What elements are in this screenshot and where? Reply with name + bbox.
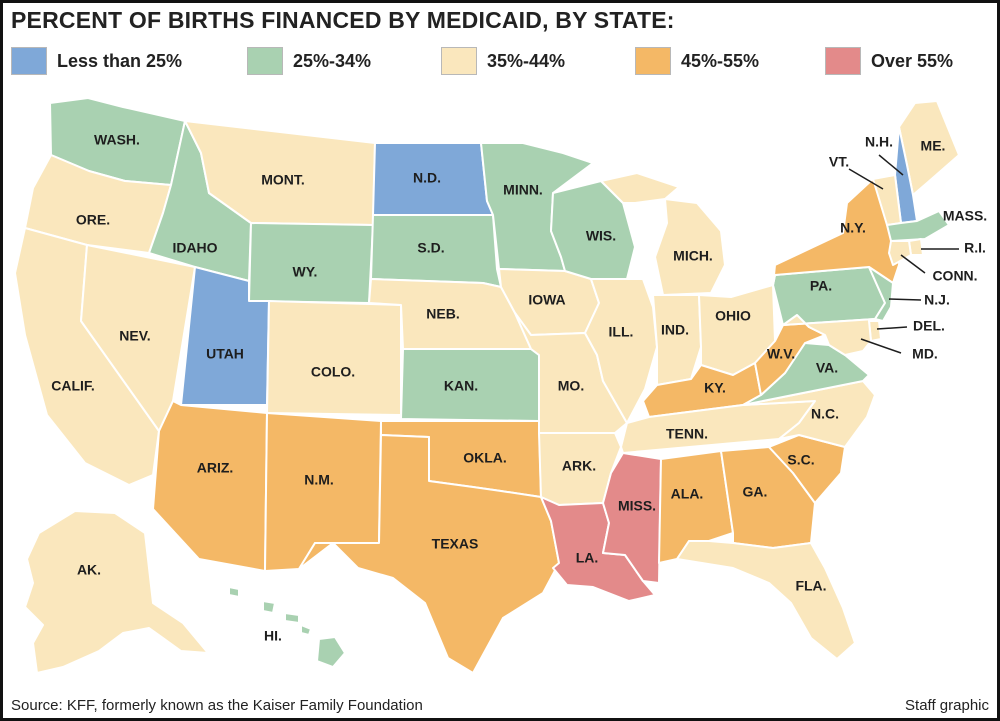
state-label-mich: MICH. xyxy=(673,248,713,264)
state-shape-hi-1 xyxy=(228,586,240,598)
legend-item-less-than-25: Less than 25% xyxy=(11,47,182,75)
legend-label-45-55: 45%-55% xyxy=(681,50,760,71)
leader-nh xyxy=(878,154,904,176)
us-state-map: WASH. ORE. CALIF. NEV. IDAHO MONT. WY. U… xyxy=(14,97,987,674)
state-label-ark: ARK. xyxy=(562,458,596,474)
state-shape-nj xyxy=(868,266,894,322)
state-label-colo: COLO. xyxy=(311,364,355,380)
state-label-md: MD. xyxy=(912,346,938,362)
state-label-nj: N.J. xyxy=(924,292,950,308)
state-label-iowa: IOWA xyxy=(528,292,565,308)
state-labels: WASH. ORE. CALIF. NEV. IDAHO MONT. WY. U… xyxy=(51,132,987,644)
state-label-ri: R.I. xyxy=(964,240,986,256)
state-label-ky: KY. xyxy=(704,380,726,396)
legend-label-over-55: Over 55% xyxy=(871,50,954,71)
state-shape-conn xyxy=(888,240,912,266)
leader-md xyxy=(860,338,902,354)
state-label-mont: MONT. xyxy=(261,172,305,188)
state-label-ill: ILL. xyxy=(609,324,634,340)
state-shape-pa xyxy=(772,266,886,326)
state-label-nc: N.C. xyxy=(811,406,839,422)
state-label-miss: MISS. xyxy=(618,498,656,514)
state-label-ariz: ARIZ. xyxy=(197,460,234,476)
state-label-idaho: IDAHO xyxy=(172,240,217,256)
legend-label-less-than-25: Less than 25% xyxy=(57,50,183,71)
state-shape-hi-3 xyxy=(284,612,300,624)
state-label-la: LA. xyxy=(576,550,599,566)
source-note: Source: KFF, formerly known as the Kaise… xyxy=(11,697,423,714)
legend-swatch-over-55 xyxy=(825,47,861,75)
leader-vt xyxy=(848,168,884,190)
state-label-pa: PA. xyxy=(810,278,832,294)
legend-swatch-25-34 xyxy=(247,47,283,75)
state-label-ohio: OHIO xyxy=(715,308,751,324)
state-label-calif: CALIF. xyxy=(51,378,95,394)
state-label-tenn: TENN. xyxy=(666,426,708,442)
state-shape-ind xyxy=(652,294,702,386)
legend-swatch-45-55 xyxy=(635,47,671,75)
state-label-okla: OKLA. xyxy=(463,450,507,466)
state-label-minn: MINN. xyxy=(503,182,543,198)
state-label-conn: CONN. xyxy=(932,268,977,284)
legend-item-25-34: 25%-34% xyxy=(247,47,371,75)
state-label-sc: S.C. xyxy=(787,452,814,468)
leader-del xyxy=(876,326,908,330)
state-label-sd: S.D. xyxy=(417,240,444,256)
state-label-nh: N.H. xyxy=(865,134,893,150)
state-label-vt: VT. xyxy=(829,154,849,170)
state-shape-fla xyxy=(676,540,856,660)
state-label-nev: NEV. xyxy=(119,328,150,344)
state-label-wv: W.V. xyxy=(767,346,795,362)
state-label-va: VA. xyxy=(816,360,838,376)
legend-swatch-less-than-25 xyxy=(11,47,47,75)
state-shape-texas xyxy=(298,434,560,674)
state-shape-ariz xyxy=(152,400,268,572)
leader-conn xyxy=(900,254,926,274)
state-label-ga: GA. xyxy=(743,484,768,500)
state-label-ala: ALA. xyxy=(671,486,704,502)
legend-swatch-35-44 xyxy=(441,47,477,75)
leader-lines xyxy=(848,154,959,354)
legend-item-45-55: 45%-55% xyxy=(635,47,759,75)
legend-item-over-55: Over 55% xyxy=(825,47,953,75)
state-label-me: ME. xyxy=(921,138,946,154)
state-label-neb: NEB. xyxy=(426,306,459,322)
staff-credit: Staff graphic xyxy=(905,697,989,714)
state-label-wy: WY. xyxy=(293,264,318,280)
state-label-mass: MASS. xyxy=(943,208,987,224)
legend-label-35-44: 35%-44% xyxy=(487,50,566,71)
state-label-utah: UTAH xyxy=(206,346,244,362)
state-shape-nc xyxy=(742,380,876,448)
state-shape-hi-2 xyxy=(262,600,276,614)
legend-label-25-34: 25%-34% xyxy=(293,50,372,71)
state-label-ny: N.Y. xyxy=(840,220,866,236)
state-label-mo: MO. xyxy=(558,378,584,394)
state-shape-colo xyxy=(266,300,402,416)
state-label-wis: WIS. xyxy=(586,228,616,244)
state-shape-hi-5 xyxy=(316,636,346,668)
state-label-kan: KAN. xyxy=(444,378,478,394)
state-shape-md xyxy=(782,314,876,356)
state-label-nd: N.D. xyxy=(413,170,441,186)
state-label-texas: TEXAS xyxy=(432,536,479,552)
state-label-ore: ORE. xyxy=(76,212,110,228)
state-label-nm: N.M. xyxy=(304,472,334,488)
state-label-fla: FLA. xyxy=(795,578,826,594)
state-shape-ak xyxy=(24,510,209,674)
state-label-ak: AK. xyxy=(77,562,101,578)
state-shape-hi-4 xyxy=(300,624,312,636)
legend: Less than 25% 25%-34% 35%-44% 45%-55% Ov… xyxy=(11,47,991,77)
state-shape-miss xyxy=(602,452,662,584)
state-label-wash: WASH. xyxy=(94,132,140,148)
state-label-hi: HI. xyxy=(264,628,282,644)
state-label-ind: IND. xyxy=(661,322,689,338)
state-label-del: DEL. xyxy=(913,318,945,334)
map-title: PERCENT OF BIRTHS FINANCED BY MEDICAID, … xyxy=(11,7,675,33)
state-shape-mich xyxy=(654,198,726,296)
leader-nj xyxy=(888,298,922,301)
state-shapes xyxy=(14,97,960,674)
legend-item-35-44: 35%-44% xyxy=(441,47,565,75)
